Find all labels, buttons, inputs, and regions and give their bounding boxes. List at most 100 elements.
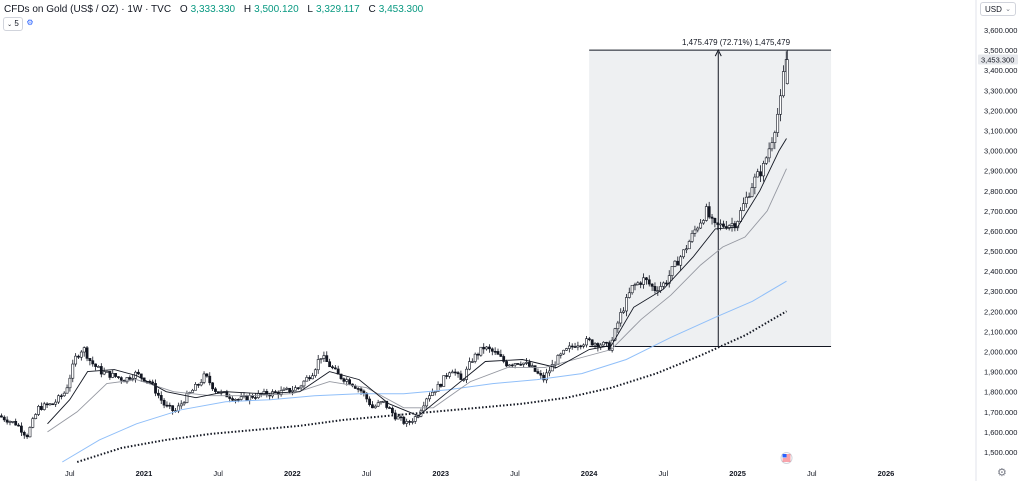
candle-body: [88, 358, 92, 361]
candle-body: [545, 372, 548, 381]
candle-body: [194, 384, 197, 391]
candle-body: [202, 373, 206, 383]
candle-body: [373, 405, 377, 409]
candle-body: [693, 229, 697, 234]
candle-body: [182, 402, 186, 405]
candle-body: [499, 354, 503, 357]
open-value: O 3,333.330: [179, 4, 236, 15]
data-source-icon[interactable]: ⚙: [24, 17, 36, 29]
candle-body: [781, 71, 785, 97]
candle-body: [34, 414, 38, 419]
y-tick-label: 3,500.000: [984, 46, 1017, 55]
candle-body: [388, 407, 391, 409]
ma-dotted-line: [76, 310, 788, 463]
candle-body: [5, 419, 9, 423]
settings-gear-icon[interactable]: ⚙: [997, 467, 1007, 479]
indicators-toggle[interactable]: ⌄ 5: [3, 17, 23, 31]
candle-body: [291, 389, 294, 392]
y-tick-label: 1,900.000: [984, 368, 1017, 377]
candle-body: [2, 416, 6, 421]
candle-body: [379, 401, 383, 404]
candle-body: [605, 341, 608, 344]
candle-body: [670, 266, 674, 276]
y-tick-label: 2,500.000: [984, 247, 1017, 256]
candle-body: [676, 260, 680, 266]
candle-body: [293, 387, 297, 391]
candle-body: [342, 378, 346, 382]
candle-body: [439, 383, 443, 387]
x-tick-label: Jul: [510, 469, 520, 478]
candle-body: [430, 391, 434, 396]
candle-body: [476, 353, 480, 356]
candle-body: [234, 399, 237, 401]
us-flag-canton: [782, 454, 787, 458]
candle-body: [331, 366, 334, 369]
candle-body: [325, 355, 329, 363]
candle-body: [559, 353, 563, 356]
x-tick-label: Jul: [65, 469, 75, 478]
y-tick-label: 2,200.000: [984, 307, 1017, 316]
ohlc-values: O 3,333.330 H 3,500.120 L 3,329.117 C 3,453.…: [180, 4, 429, 15]
y-tick-label: 2,900.000: [984, 167, 1017, 176]
candle-body: [262, 391, 266, 395]
candle-body: [776, 113, 780, 133]
candle-body: [664, 282, 668, 285]
candle-body: [91, 360, 95, 365]
candle-body: [205, 373, 209, 377]
y-tick-label: 1,800.000: [984, 388, 1017, 397]
chevron-down-icon: ⌄: [1005, 6, 1011, 13]
candle-body: [20, 425, 23, 433]
candle-body: [105, 371, 109, 373]
low-value: L 3,329.117: [307, 4, 360, 15]
currency-label: USD: [985, 5, 1002, 14]
y-tick-label: 3,400.000: [984, 66, 1017, 75]
x-tick-label: 2026: [878, 469, 895, 478]
candle-body: [550, 364, 554, 372]
candle-body: [111, 373, 115, 378]
candle-body: [702, 220, 705, 224]
candle-body: [753, 176, 757, 189]
candle-body: [750, 187, 754, 197]
candle-body: [151, 381, 155, 384]
currency-selector[interactable]: USD ⌄: [980, 2, 1016, 16]
candle-body: [459, 373, 463, 380]
candle-body: [639, 282, 643, 285]
candle-body: [308, 377, 312, 380]
candle-body: [396, 416, 400, 420]
candle-body: [742, 203, 745, 211]
candle-body: [696, 227, 700, 231]
candle-body: [716, 222, 720, 225]
candle-body: [619, 312, 623, 324]
candle-body: [722, 223, 725, 227]
candle-body: [333, 367, 337, 370]
candle-body: [679, 256, 683, 266]
candle-body: [533, 365, 537, 372]
candle-body: [493, 351, 497, 353]
high-value: H 3,500.120: [243, 4, 299, 15]
candle-body: [68, 377, 72, 389]
candle-body: [647, 279, 651, 285]
symbol-title[interactable]: CFDs on Gold (US$ / OZ) · 1W · TVC: [4, 4, 172, 15]
candle-body: [539, 373, 543, 376]
candle-body: [245, 395, 249, 401]
candle-body: [625, 297, 628, 312]
candle-body: [682, 249, 685, 258]
candle-body: [62, 392, 66, 397]
candle-body: [248, 395, 252, 401]
candle-body: [51, 403, 55, 406]
candle-body: [633, 284, 637, 286]
candle-body: [433, 391, 437, 393]
candle-body: [54, 401, 58, 405]
close-value: C 3,453.300: [368, 4, 424, 15]
candle-body: [767, 148, 771, 159]
candle-body: [713, 218, 717, 224]
candle-body: [739, 210, 742, 222]
candle-body: [376, 402, 380, 407]
candle-body: [513, 363, 517, 366]
candle-body: [273, 391, 277, 393]
candle-body: [453, 371, 457, 374]
candle-body: [707, 206, 711, 218]
y-tick-label: 2,600.000: [984, 227, 1017, 236]
candle-body: [22, 431, 26, 436]
